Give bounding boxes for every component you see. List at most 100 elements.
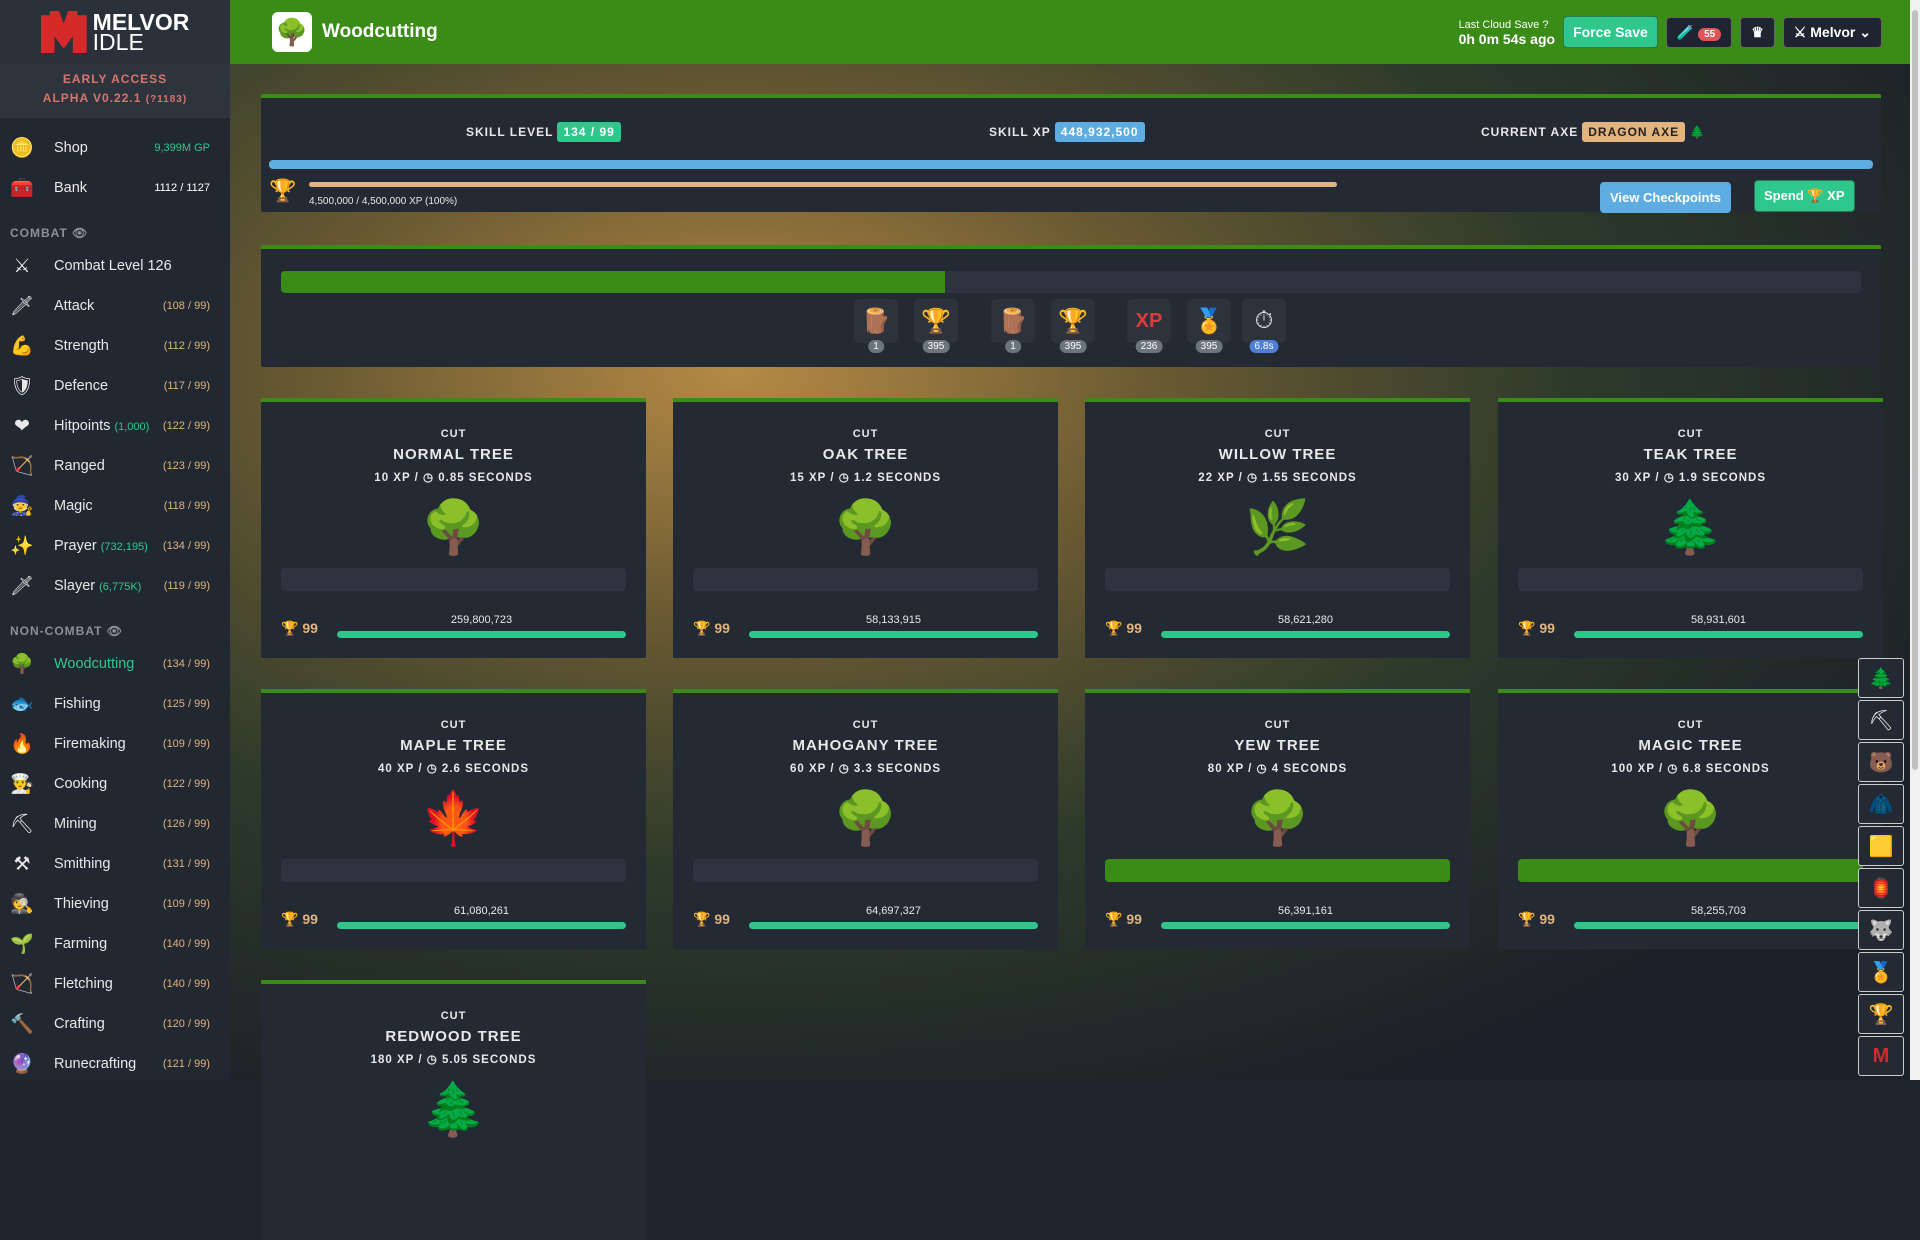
sidebar-item-firemaking[interactable]: 🔥 Firemaking (109 / 99) [0, 724, 230, 764]
skill-label: Magic [54, 498, 93, 514]
tree-card-normal-tree[interactable]: CUT NORMAL TREE 10 XP / ◷ 0.85 SECONDS 🌳 🏆 9… [261, 398, 646, 658]
action-reward-icon[interactable]: XP 236 [1127, 299, 1171, 353]
noncombat-header[interactable]: NON-COMBAT 👁 [0, 606, 230, 644]
eye-icon[interactable]: 👁 [72, 226, 89, 240]
view-checkpoints-button[interactable]: View Checkpoints [1600, 182, 1732, 213]
sidebar-item-combat-level-126[interactable]: ⚔ Combat Level 126 [0, 246, 230, 286]
cut-progress-bar [281, 568, 626, 591]
action-reward-icon[interactable]: ⏱ 6.8s [1242, 299, 1286, 353]
tree-card-teak-tree[interactable]: CUT TEAK TREE 30 XP / ◷ 1.9 SECONDS 🌲 🏆 99 58… [1498, 398, 1883, 658]
early-access-label: EARLY ACCESS [62, 72, 168, 86]
quick-nav-button[interactable]: 🟨 [1858, 826, 1904, 866]
quick-nav-button[interactable]: 🏆 [1858, 994, 1904, 1034]
quick-nav-button[interactable]: 🐺 [1858, 910, 1904, 950]
sidebar-item-woodcutting[interactable]: 🌳 Woodcutting (134 / 99) [0, 644, 230, 684]
sidebar-item-fishing[interactable]: 🐟 Fishing (125 / 99) [0, 684, 230, 724]
quick-nav-button[interactable]: 🏅 [1858, 952, 1904, 992]
woodcutting-icon: 🌳 [10, 654, 34, 675]
skill-name: Ranged [54, 458, 163, 474]
skill-xp: SKILL XP 448,932,500 [989, 122, 1145, 142]
sidebar-item-defence[interactable]: 🛡 Defence (117 / 99) [0, 366, 230, 406]
sidebar-item-strength[interactable]: 💪 Strength (112 / 99) [0, 326, 230, 366]
sidebar-item-shop[interactable]: 🪙 Shop 9,399M GP [0, 128, 230, 168]
trophy-icon: 🏆 [281, 620, 299, 636]
crown-button[interactable]: ♛ [1740, 16, 1775, 48]
sidebar-item-fletching[interactable]: 🏹 Fletching (140 / 99) [0, 964, 230, 1004]
action-reward-icon[interactable]: 🏆 395 [1051, 299, 1095, 353]
quick-nav-button[interactable]: 🏮 [1858, 868, 1904, 908]
mastery-level: 🏆 99 [1105, 620, 1142, 637]
current-axe-badge: DRAGON AXE [1582, 122, 1686, 142]
chest-icon: 🧰 [10, 178, 34, 199]
noncombat-header-label: NON-COMBAT [10, 624, 103, 638]
quick-nav-button[interactable]: 🌲 [1858, 658, 1904, 698]
combat-header[interactable]: COMBAT 👁 [0, 208, 230, 246]
tree-icon: 🌲 [1658, 499, 1723, 557]
sidebar-item-bank[interactable]: 🧰 Bank 1112 / 1127 [0, 168, 230, 208]
quick-nav-button[interactable]: M [1858, 1036, 1904, 1076]
potion-button[interactable]: 🧪 55 [1665, 16, 1733, 48]
thieving-icon: 🕵 [10, 894, 34, 915]
cut-label: CUT [1677, 719, 1704, 731]
action-reward-icon[interactable]: 🪵 1 [991, 299, 1035, 353]
tree-icon: 🌲 [421, 1081, 486, 1139]
skill-xp-badge: 448,932,500 [1054, 122, 1145, 142]
quick-nav-button[interactable]: ⛏ [1858, 700, 1904, 740]
tree-card-mahogany-tree[interactable]: CUT MAHOGANY TREE 60 XP / ◷ 3.3 SECONDS 🌳 🏆 … [673, 689, 1058, 949]
action-reward-icon[interactable]: 🏅 395 [1187, 299, 1231, 353]
skill-name: Slayer (6,775K) [54, 578, 164, 594]
help-icon[interactable]: ? [1542, 19, 1549, 31]
skill-name: Combat Level 126 [54, 258, 210, 274]
sidebar-item-runecrafting[interactable]: 🔮 Runecrafting (121 / 99) [0, 1044, 230, 1080]
reward-icon: 🪵 [861, 307, 891, 335]
skill-name: Attack [54, 298, 163, 314]
mastery-xp: 61,080,261 [453, 905, 510, 917]
sidebar-item-thieving[interactable]: 🕵 Thieving (109 / 99) [0, 884, 230, 924]
trophy-icon: 🏆 [1807, 188, 1824, 203]
tree-card-willow-tree[interactable]: CUT WILLOW TREE 22 XP / ◷ 1.55 SECONDS 🌿 🏆 9… [1085, 398, 1470, 658]
skill-panel: SKILL LEVEL 134 / 99 SKILL XP 448,932,500 … [261, 94, 1881, 213]
spend-xp-button[interactable]: Spend 🏆 XP [1754, 180, 1855, 212]
quick-nav-icon: 🏮 [1868, 877, 1894, 900]
skill-level: (112 / 99) [163, 340, 210, 352]
sidebar-item-farming[interactable]: 🌱 Farming (140 / 99) [0, 924, 230, 964]
skill-name: Fishing [54, 696, 163, 712]
eye-icon[interactable]: 👁 [106, 624, 124, 638]
sidebar-item-hitpoints[interactable]: ❤ Hitpoints (1,000) (122 / 99) [0, 406, 230, 446]
quick-nav-button[interactable]: 🐻 [1858, 742, 1904, 782]
logo[interactable]: MELVOR IDLE [0, 0, 230, 64]
sidebar-item-ranged[interactable]: 🏹 Ranged (123 / 99) [0, 446, 230, 486]
mastery-level: 🏆 99 [693, 911, 730, 928]
skill-level-label: SKILL LEVEL [466, 125, 554, 139]
sidebar-item-cooking[interactable]: 👨‍🍳 Cooking (122 / 99) [0, 764, 230, 804]
sidebar-item-mining[interactable]: ⛏ Mining (126 / 99) [0, 804, 230, 844]
user-menu-button[interactable]: ⚔ Melvor ⌄ [1782, 16, 1882, 48]
tree-card-maple-tree[interactable]: CUT MAPLE TREE 40 XP / ◷ 2.6 SECONDS 🍁 🏆 99 6… [261, 689, 646, 949]
mastery-progress-bar [337, 922, 626, 929]
sidebar-item-prayer[interactable]: ✨ Prayer (732,195) (134 / 99) [0, 526, 230, 566]
skill-name: Firemaking [54, 736, 163, 752]
skill-label: Attack [54, 298, 95, 314]
tree-card-yew-tree[interactable]: CUT YEW TREE 80 XP / ◷ 4 SECONDS 🌳 🏆 99 56,39… [1085, 689, 1470, 949]
scrollbar-thumb[interactable] [1912, 10, 1918, 770]
mastery-level-value: 99 [1126, 620, 1142, 636]
tree-icon: 🌿 [1245, 499, 1310, 557]
tree-xp-time: 10 XP / ◷ 0.85 SECONDS [374, 472, 533, 484]
scrollbar[interactable] [1910, 0, 1920, 1080]
sidebar-item-crafting[interactable]: 🔨 Crafting (120 / 99) [0, 1004, 230, 1044]
sidebar-item-attack[interactable]: 🗡 Attack (108 / 99) [0, 286, 230, 326]
force-save-button[interactable]: Force Save [1563, 16, 1658, 48]
sidebar-item-magic[interactable]: 🧙 Magic (118 / 99) [0, 486, 230, 526]
tree-card-oak-tree[interactable]: CUT OAK TREE 15 XP / ◷ 1.2 SECONDS 🌳 🏆 99 58,… [673, 398, 1058, 658]
mastery-progress-bar [1574, 922, 1863, 929]
cloud-save-status: Last Cloud Save ? 0h 0m 54s ago [1459, 18, 1556, 46]
tree-card-magic-tree[interactable]: CUT MAGIC TREE 100 XP / ◷ 6.8 SECONDS 🌳 🏆 99… [1498, 689, 1883, 949]
sidebar-item-smithing[interactable]: ⚒ Smithing (131 / 99) [0, 844, 230, 884]
tree-icon: 🌳 [421, 499, 486, 557]
quick-nav-button[interactable]: 🧥 [1858, 784, 1904, 824]
tree-xp-time: 80 XP / ◷ 4 SECONDS [1207, 763, 1348, 775]
action-reward-icon[interactable]: 🪵 1 [854, 299, 898, 353]
sidebar-item-slayer[interactable]: 🗡 Slayer (6,775K) (119 / 99) [0, 566, 230, 606]
tree-card-redwood-tree[interactable]: CUT REDWOOD TREE 180 XP / ◷ 5.05 SECONDS 🌲 [261, 980, 646, 1240]
action-reward-icon[interactable]: 🏆 395 [914, 299, 958, 353]
